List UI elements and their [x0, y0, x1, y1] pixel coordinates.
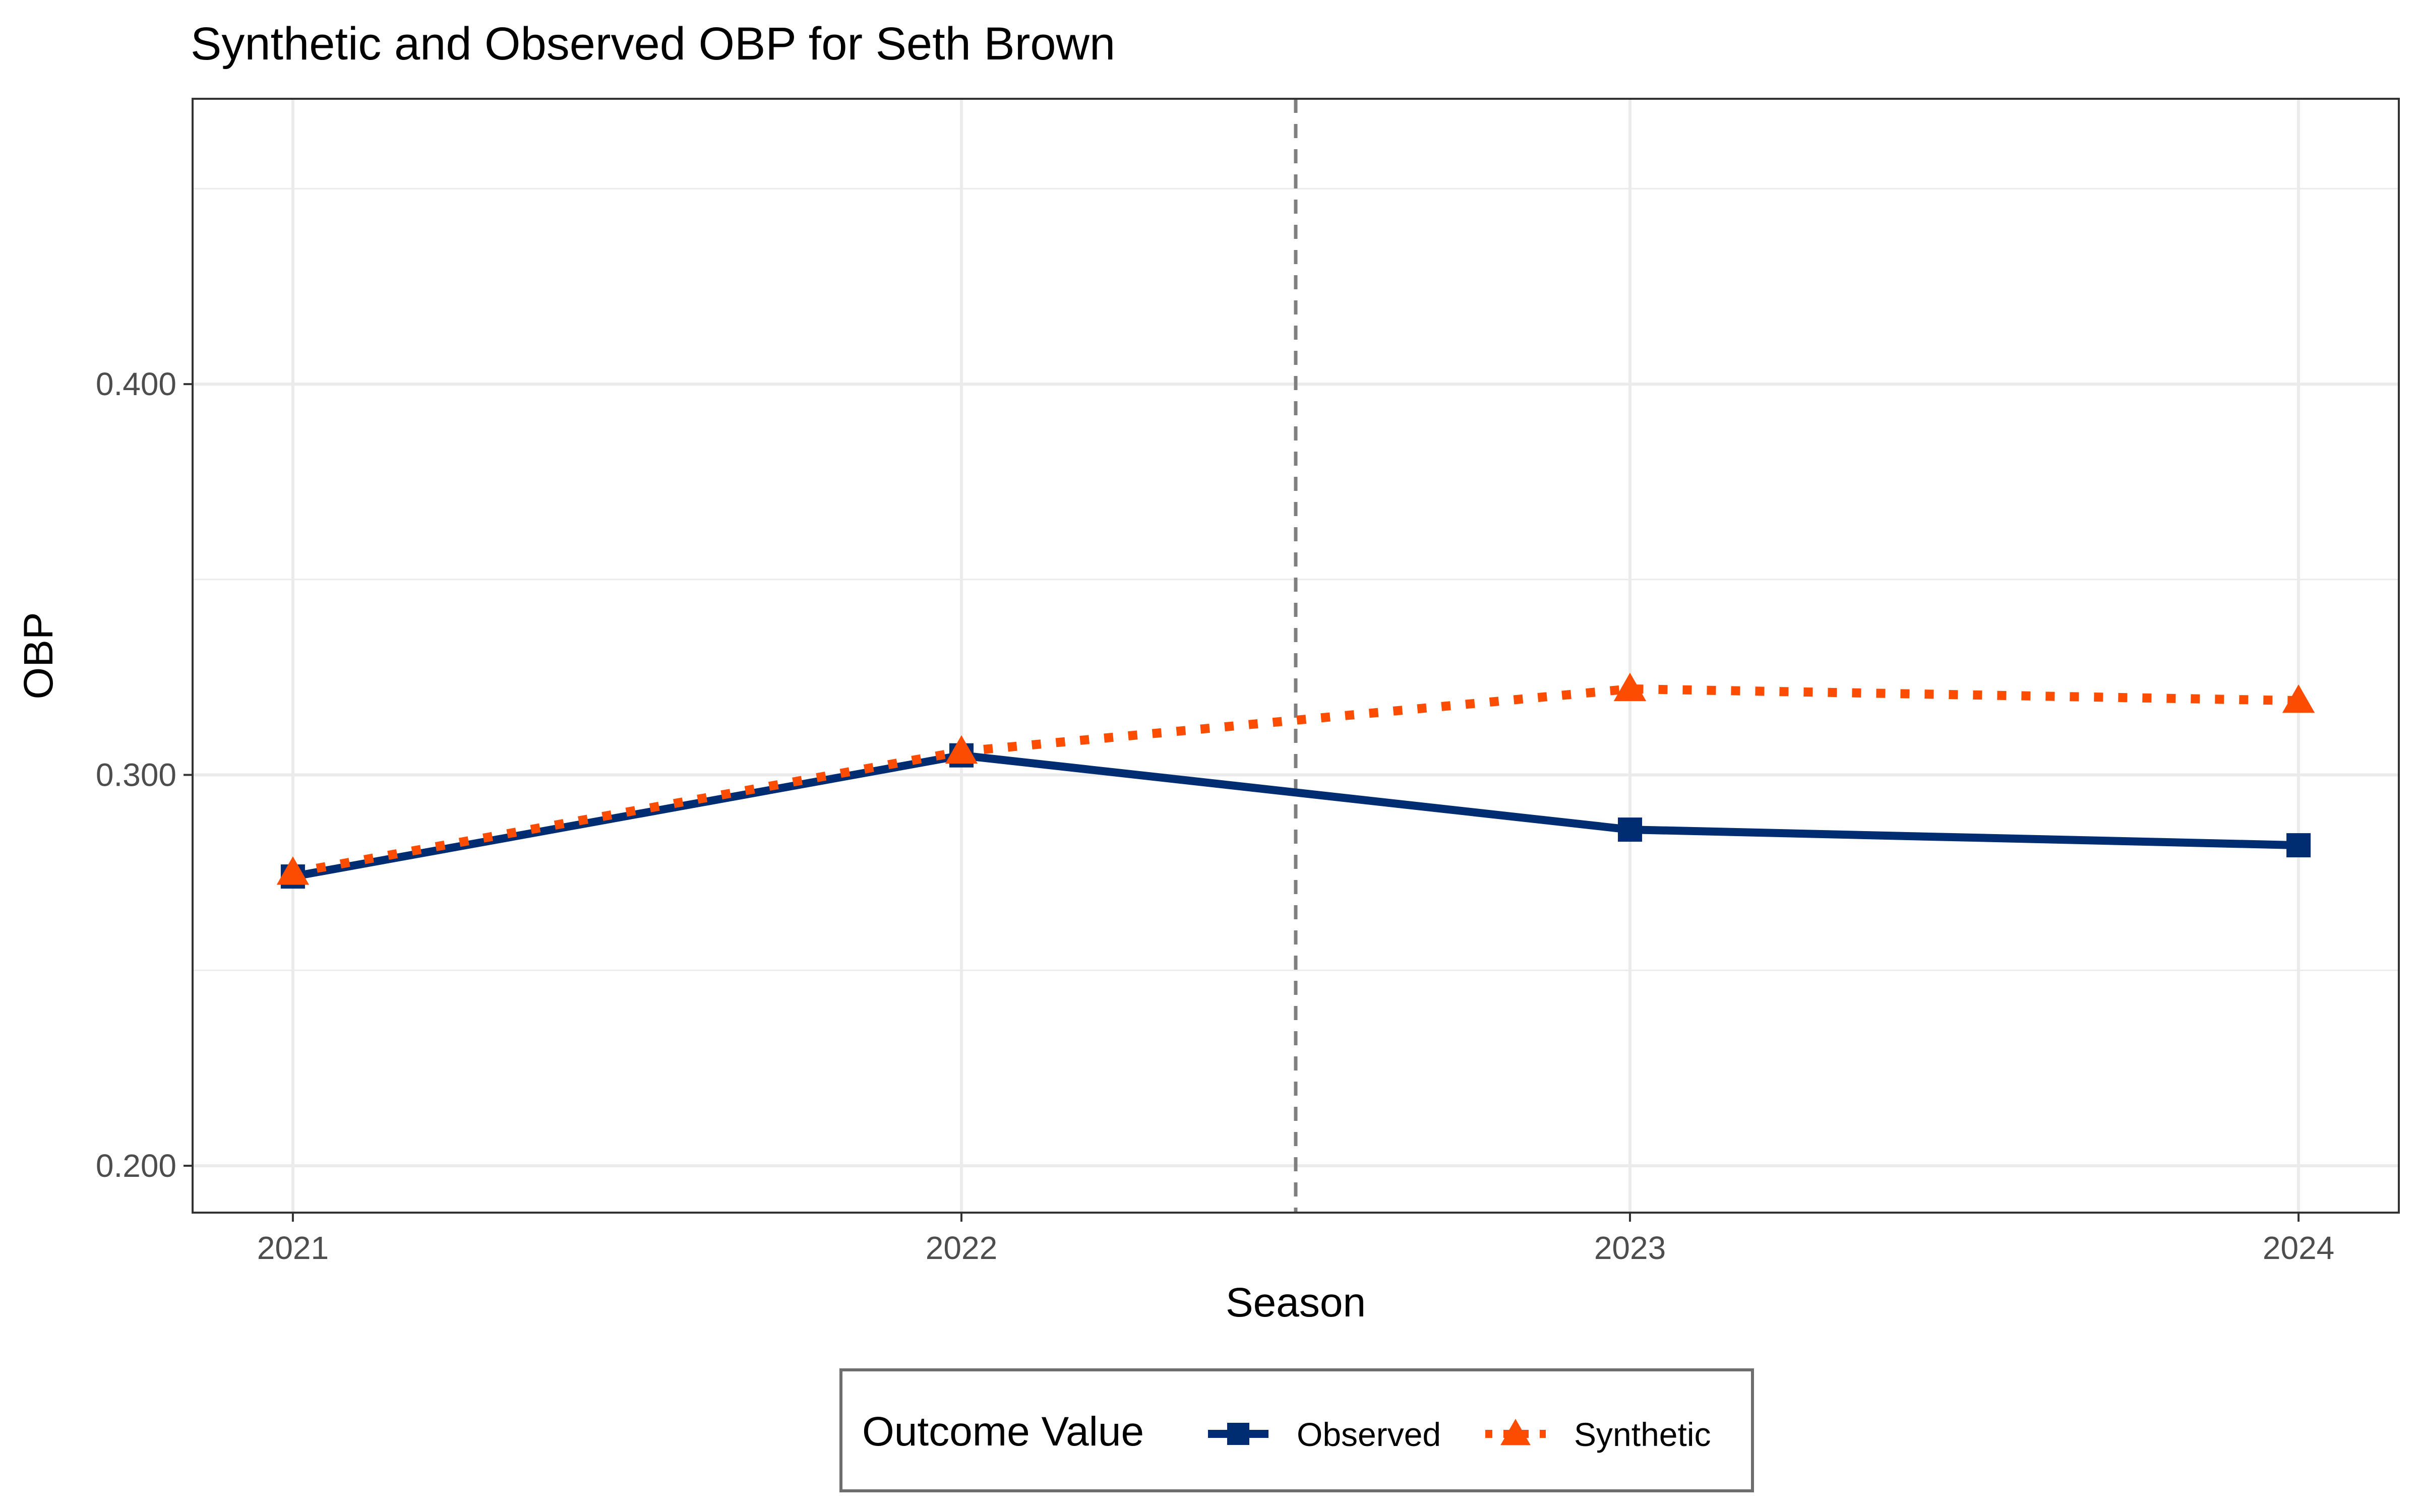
x-axis-title: Season: [1226, 1280, 1366, 1326]
legend-items: Observed Synthetic: [1208, 1416, 1711, 1453]
chart-title: Synthetic and Observed OBP for Seth Brow…: [191, 18, 1115, 70]
y-tick-label: 0.300: [96, 757, 176, 793]
plot-border: [192, 98, 2400, 1214]
legend-key-observed-marker: [1227, 1423, 1249, 1445]
legend-box: [839, 1368, 1754, 1492]
x-tick-label: 2021: [257, 1230, 329, 1266]
synthetic-point: [2282, 684, 2315, 713]
series-layer: [276, 672, 2315, 889]
y-tick-label: 0.200: [96, 1148, 176, 1184]
synthetic-point: [276, 856, 310, 885]
x-tick-label: 2022: [926, 1230, 997, 1266]
observed-point: [1618, 817, 1643, 842]
synthetic-line: [292, 684, 2299, 877]
observed-point: [2286, 833, 2311, 858]
y-axis-title: OBP: [16, 612, 62, 699]
plot-area: [192, 98, 2400, 1214]
legend-label-synthetic: Synthetic: [1574, 1416, 1711, 1453]
synthetic-point: [945, 735, 978, 764]
y-tick-label: 0.400: [96, 366, 176, 402]
x-axis: 2021 2022 2023 2024: [257, 1213, 2334, 1266]
x-tick-label: 2023: [1594, 1230, 1666, 1266]
y-axis: 0.200 0.300 0.400: [96, 366, 193, 1184]
legend-label-observed: Observed: [1297, 1416, 1441, 1453]
legend-key-synthetic-marker: [1500, 1419, 1531, 1445]
x-tick-label: 2024: [2263, 1230, 2334, 1266]
legend-title: Outcome Value: [862, 1409, 1144, 1455]
synthetic-point: [1613, 672, 1647, 702]
legend: Outcome Value Observed Synthetic: [839, 1368, 1754, 1492]
